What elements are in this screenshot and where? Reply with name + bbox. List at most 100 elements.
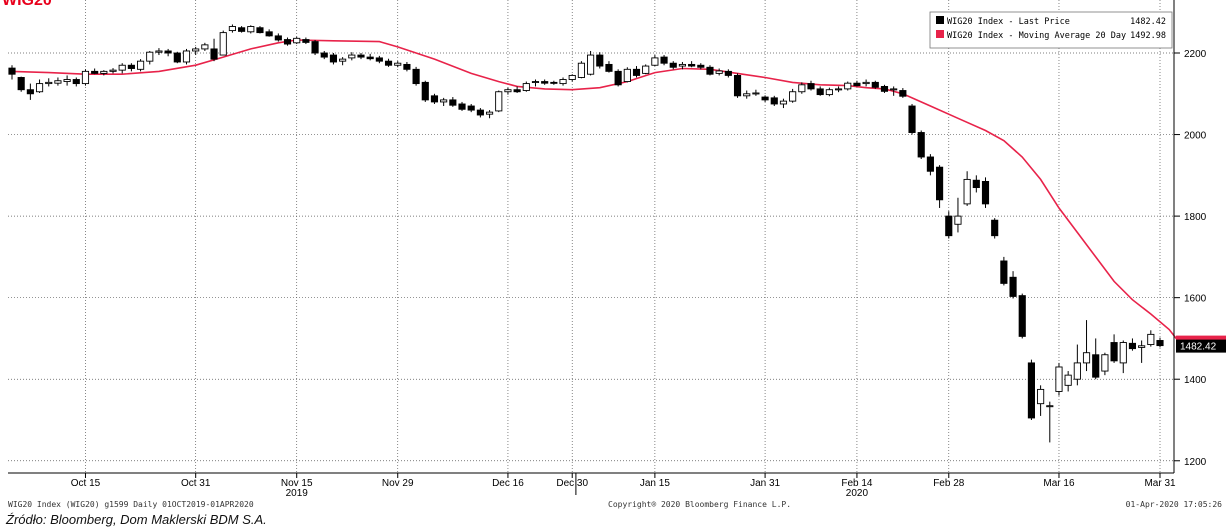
candle: [1073, 344, 1081, 386]
candles: [8, 24, 1164, 443]
y-tick-label: 1200: [1184, 457, 1207, 468]
price-tag-bg: [1176, 339, 1226, 353]
candle-body: [945, 215, 953, 237]
candle: [1000, 256, 1008, 286]
candle-body: [605, 63, 613, 72]
candle: [164, 48, 172, 57]
candle-body: [384, 60, 393, 66]
candle: [283, 37, 292, 46]
candle: [825, 87, 833, 97]
candle-body: [127, 64, 135, 69]
candle: [899, 88, 907, 98]
legend-value: 1492.98: [1130, 31, 1166, 41]
candle: [348, 52, 356, 61]
candle-body: [513, 89, 521, 93]
candle-body: [109, 69, 117, 72]
candle-body: [1110, 342, 1118, 362]
candle: [274, 33, 282, 42]
candle: [541, 79, 549, 85]
candle-body: [642, 65, 650, 74]
candle: [596, 52, 604, 69]
candle-body: [1055, 366, 1063, 392]
candle: [789, 88, 797, 103]
candle-body: [550, 81, 558, 84]
candle-body: [926, 156, 934, 172]
candle: [1009, 271, 1017, 299]
candle: [485, 110, 494, 119]
candle-body: [35, 83, 44, 93]
candle: [210, 38, 218, 62]
candle-body: [1073, 362, 1081, 380]
candle: [1064, 371, 1072, 392]
candle: [605, 61, 613, 73]
candle-body: [265, 31, 273, 37]
candle: [146, 50, 154, 65]
candle: [339, 57, 347, 66]
candle-body: [320, 52, 328, 58]
candle-body: [311, 41, 319, 54]
candle: [908, 103, 916, 135]
candle-body: [1092, 354, 1100, 378]
candle-body: [678, 63, 687, 67]
candle-body: [733, 74, 742, 97]
candle: [678, 61, 687, 70]
candle: [568, 74, 576, 82]
candle: [1027, 359, 1035, 420]
candle: [614, 69, 622, 87]
candle: [972, 175, 980, 193]
candle: [26, 83, 34, 100]
candle-body: [137, 60, 145, 70]
candle: [1101, 352, 1109, 376]
candle-body: [834, 88, 843, 91]
candle-body: [991, 219, 999, 237]
candle-body: [17, 77, 25, 91]
y-tick-label: 2200: [1184, 49, 1207, 60]
candle: [587, 50, 595, 76]
candle: [706, 65, 714, 76]
candle: [1128, 338, 1137, 351]
candle: [761, 95, 769, 102]
candle-body: [485, 111, 494, 115]
x-year-label: 2020: [846, 488, 869, 499]
candle: [632, 66, 641, 78]
candle: [384, 58, 393, 67]
candle-body: [917, 132, 925, 158]
candle: [798, 82, 806, 94]
candle-body: [421, 81, 429, 101]
source-note: Źródło: Bloomberg, Dom Maklerski BDM S.A…: [6, 512, 267, 527]
candle: [669, 61, 677, 70]
y-tick-label: 1600: [1184, 294, 1207, 305]
candle-body: [348, 54, 356, 59]
footer-left-info: WIG20 Index (WIG20) g1599 Daily 01OCT201…: [8, 500, 254, 509]
candle-body: [890, 88, 898, 91]
candle-body: [1138, 345, 1146, 348]
candle-body: [412, 68, 420, 85]
candle: [945, 211, 953, 239]
candle-body: [1000, 260, 1008, 284]
candle-body: [45, 81, 53, 85]
x-year-label: 2019: [286, 488, 309, 499]
candle-body: [440, 99, 448, 103]
candle-body: [779, 100, 788, 105]
candle: [844, 81, 852, 91]
candle: [54, 77, 62, 86]
candle: [936, 165, 944, 208]
candle-body: [1156, 340, 1164, 347]
candle: [421, 80, 429, 102]
candle-body: [302, 39, 310, 43]
candle-body: [173, 52, 181, 63]
ma-price-marker: [1176, 335, 1226, 341]
candle: [440, 97, 448, 107]
x-tick-label: Dec 30: [556, 478, 588, 489]
candle-body: [210, 48, 218, 60]
candle: [981, 177, 990, 208]
candle-body: [899, 90, 907, 97]
candle: [880, 84, 889, 93]
x-tick-label: Nov 15: [281, 478, 313, 489]
candle: [228, 24, 236, 33]
candle-body: [375, 57, 383, 62]
candle: [724, 69, 732, 78]
candle: [72, 77, 80, 87]
candle: [45, 78, 53, 87]
